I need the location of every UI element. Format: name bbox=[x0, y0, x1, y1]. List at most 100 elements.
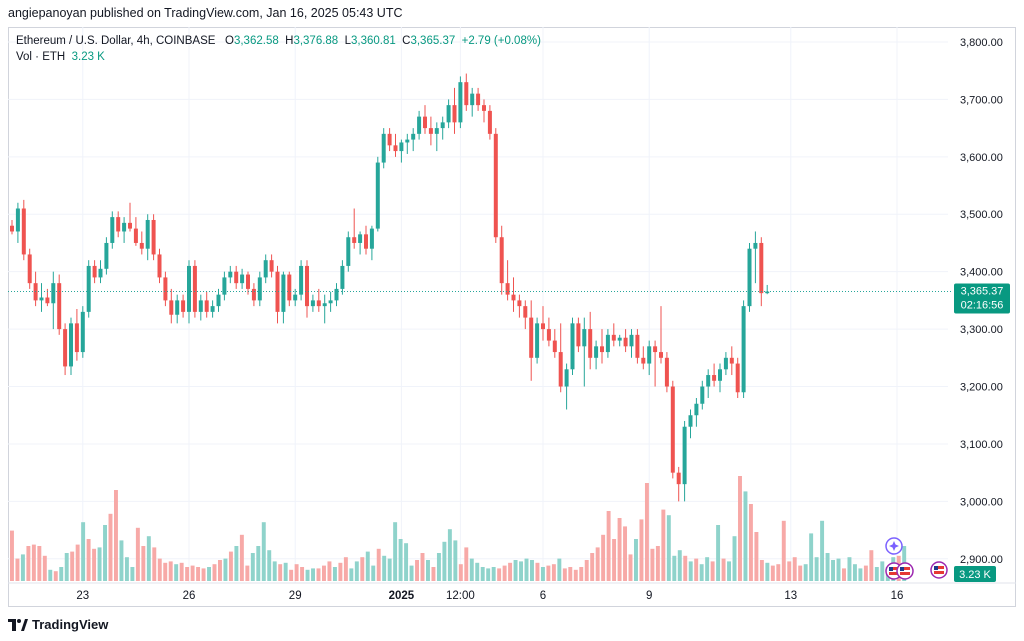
candle-body bbox=[558, 352, 563, 387]
candle-body bbox=[163, 277, 168, 301]
candle-body bbox=[682, 426, 687, 485]
event-flag-icon-3-stripe-white bbox=[934, 569, 944, 571]
volume-bar bbox=[365, 551, 370, 581]
volume-badge bbox=[954, 566, 996, 582]
price-chart[interactable]: 2,900.00 3,000.00 3,100.00 3,200.00 3,300.00… bbox=[8, 27, 1016, 607]
candle-body bbox=[440, 122, 445, 129]
candle-body bbox=[387, 133, 392, 146]
volume-bar bbox=[699, 564, 704, 581]
candle-body bbox=[588, 329, 593, 358]
legend-symbol: Ethereum / U.S. Dollar, 4h, COINBASE bbox=[16, 35, 216, 47]
volume-bar bbox=[382, 555, 387, 581]
candle-body bbox=[369, 228, 374, 249]
volume-bar bbox=[672, 555, 677, 581]
candle-body bbox=[322, 303, 327, 307]
candle-body bbox=[499, 237, 504, 284]
candle-body bbox=[417, 116, 422, 134]
volume-bar bbox=[300, 567, 305, 581]
volume-bar bbox=[655, 546, 660, 581]
volume-bar bbox=[26, 546, 31, 581]
volume-bar bbox=[442, 541, 447, 581]
volume-bar bbox=[475, 562, 480, 581]
y-tick-label: 3,100.00 bbox=[960, 439, 1003, 451]
candle-body bbox=[452, 105, 457, 123]
volume-bar bbox=[239, 534, 244, 581]
volume-bar bbox=[234, 546, 239, 581]
candle-body bbox=[393, 145, 398, 152]
volume-bar bbox=[152, 547, 157, 581]
volume-bar bbox=[634, 539, 638, 581]
volume-bar bbox=[447, 529, 452, 581]
candle-body bbox=[15, 208, 20, 232]
x-tick-label: 23 bbox=[76, 590, 89, 602]
x-tick-label: 13 bbox=[784, 590, 797, 602]
volume-bar bbox=[617, 518, 622, 581]
legend-c-value: 3,365.37 bbox=[410, 35, 456, 47]
candle-body bbox=[175, 300, 180, 315]
candle-body bbox=[759, 242, 764, 294]
volume-bar bbox=[124, 557, 129, 581]
volume-bar bbox=[223, 558, 228, 581]
volume-bar bbox=[75, 544, 80, 581]
candle-body bbox=[187, 265, 191, 312]
volume-bar bbox=[874, 567, 879, 581]
x-tick-label: 2025 bbox=[389, 590, 415, 602]
candle-body bbox=[45, 297, 50, 304]
candle-body bbox=[151, 219, 156, 255]
candle-body bbox=[582, 329, 587, 347]
candle-body bbox=[735, 363, 740, 393]
volume-bar bbox=[595, 547, 600, 581]
candle-body bbox=[641, 357, 646, 364]
volume-bar bbox=[20, 554, 25, 581]
volume-bar bbox=[349, 568, 354, 581]
candle-body bbox=[653, 346, 658, 353]
volume-bar bbox=[710, 561, 715, 581]
candle-body bbox=[352, 237, 357, 243]
legend-h-value: 3,376.88 bbox=[293, 35, 339, 47]
candle-body bbox=[104, 242, 109, 269]
y-tick-label: 3,500.00 bbox=[960, 209, 1003, 221]
volume-bar bbox=[683, 555, 688, 581]
volume-bar bbox=[31, 544, 36, 581]
volume-bar bbox=[716, 525, 721, 581]
candle-body bbox=[128, 222, 132, 229]
volume-bar bbox=[770, 565, 775, 581]
candle-body bbox=[69, 323, 73, 367]
volume-bar bbox=[436, 553, 441, 581]
footer-brand[interactable]: TradingView bbox=[8, 617, 108, 632]
y-tick-label: 3,200.00 bbox=[960, 382, 1003, 394]
legend-vol-label: Vol · ETH bbox=[16, 51, 66, 63]
volume-bar bbox=[130, 567, 135, 581]
volume-bar bbox=[831, 560, 836, 581]
candle-body bbox=[688, 415, 693, 427]
y-tick-label: 2,900.00 bbox=[960, 554, 1003, 566]
volume-bar bbox=[666, 515, 671, 581]
candle-body bbox=[157, 254, 162, 278]
candle-body bbox=[133, 228, 138, 243]
volume-bar bbox=[393, 522, 398, 581]
candle-body bbox=[446, 105, 451, 123]
candle-body bbox=[647, 346, 652, 364]
candle-body bbox=[246, 274, 250, 289]
legend-o-label: O bbox=[225, 35, 234, 47]
volume-bar bbox=[201, 568, 206, 581]
volume-bar bbox=[497, 568, 502, 581]
candle-body bbox=[116, 217, 121, 232]
volume-bar bbox=[759, 560, 764, 581]
candle-body bbox=[747, 248, 752, 307]
candle-body bbox=[92, 265, 97, 278]
volume-bar bbox=[519, 561, 524, 581]
volume-bar bbox=[765, 562, 770, 581]
volume-bar bbox=[852, 564, 857, 581]
candle-body bbox=[316, 300, 321, 307]
volume-bar bbox=[267, 550, 272, 581]
volume-bar bbox=[601, 534, 606, 581]
volume-bar bbox=[721, 558, 726, 581]
candle-body bbox=[611, 334, 616, 341]
candle-body bbox=[434, 128, 439, 134]
candle-body bbox=[169, 300, 174, 315]
legend-row-ohlc: Ethereum / U.S. Dollar, 4h, COINBASE O 3,… bbox=[16, 33, 541, 49]
candle-body bbox=[458, 82, 463, 123]
candle-body bbox=[181, 300, 186, 312]
candle-body bbox=[723, 357, 728, 370]
